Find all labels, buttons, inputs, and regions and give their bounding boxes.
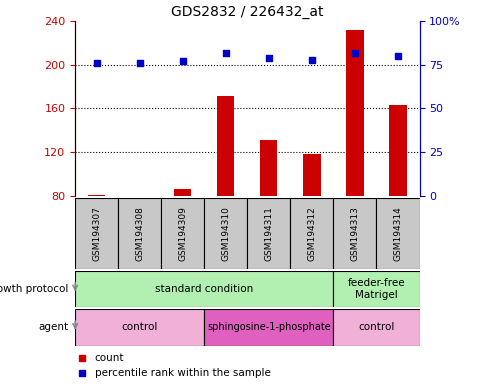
Text: control: control: [358, 322, 394, 333]
Point: [393, 53, 401, 59]
Bar: [346, 30, 363, 196]
Point: [264, 55, 272, 61]
Bar: [75, 309, 204, 346]
Point: [92, 60, 100, 66]
Text: percentile rank within the sample: percentile rank within the sample: [94, 368, 270, 379]
Point: [307, 56, 315, 63]
Bar: [204, 309, 333, 346]
Bar: [247, 198, 290, 269]
Bar: [118, 198, 161, 269]
Text: feeder-free
Matrigel: feeder-free Matrigel: [347, 278, 405, 300]
Bar: [290, 198, 333, 269]
Bar: [161, 198, 204, 269]
Bar: [333, 309, 419, 346]
Bar: [174, 189, 191, 196]
Bar: [88, 195, 105, 196]
Bar: [302, 154, 320, 196]
Text: GSM194313: GSM194313: [350, 206, 359, 261]
Text: count: count: [94, 353, 124, 363]
Text: GSM194307: GSM194307: [92, 206, 101, 261]
Text: GSM194310: GSM194310: [221, 206, 230, 261]
Text: agent: agent: [38, 322, 68, 333]
Text: GSM194312: GSM194312: [307, 206, 316, 261]
Bar: [389, 105, 406, 196]
Point: [350, 50, 358, 56]
Text: GSM194309: GSM194309: [178, 206, 187, 261]
Text: GSM194308: GSM194308: [135, 206, 144, 261]
Text: sphingosine-1-phosphate: sphingosine-1-phosphate: [207, 322, 330, 333]
Bar: [333, 271, 419, 307]
Bar: [204, 198, 247, 269]
Bar: [333, 198, 376, 269]
Title: GDS2832 / 226432_at: GDS2832 / 226432_at: [171, 5, 323, 19]
Bar: [131, 196, 148, 197]
Text: control: control: [121, 322, 158, 333]
Text: GSM194311: GSM194311: [264, 206, 273, 261]
Bar: [260, 140, 277, 196]
Bar: [376, 198, 419, 269]
Bar: [217, 96, 234, 196]
Text: standard condition: standard condition: [155, 284, 253, 294]
Point: [136, 60, 143, 66]
Text: growth protocol: growth protocol: [0, 284, 68, 294]
Point: [179, 58, 186, 65]
Text: GSM194314: GSM194314: [393, 206, 402, 261]
Bar: [75, 271, 333, 307]
Bar: [75, 198, 118, 269]
Point: [222, 50, 229, 56]
